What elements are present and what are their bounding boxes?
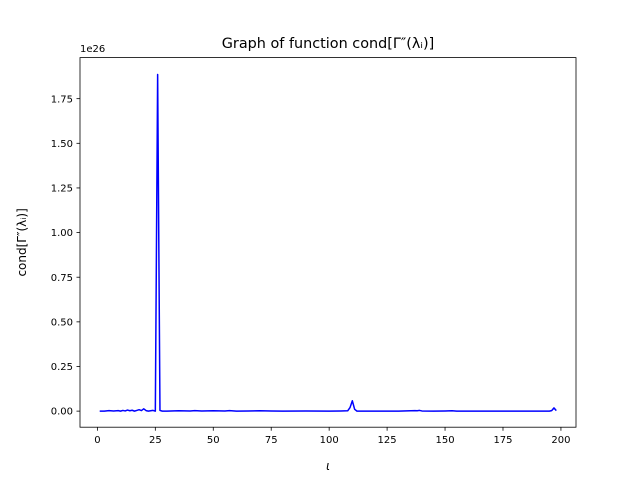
y-tick-label: 1.75 xyxy=(51,94,73,105)
series-line-1 xyxy=(99,73,557,412)
y-tick-label: 1.25 xyxy=(51,184,73,195)
x-tick-label: 125 xyxy=(378,435,397,446)
y-tick-label: 0.75 xyxy=(51,273,73,284)
x-tick-label: 200 xyxy=(551,435,570,446)
y-tick-label: 1.00 xyxy=(51,228,73,239)
x-tick-label: 50 xyxy=(207,435,220,446)
plot-area-frame xyxy=(79,57,577,428)
y-axis-offset-label: 1e26 xyxy=(80,44,105,55)
x-tick-label: 100 xyxy=(320,435,339,446)
series-layer xyxy=(99,73,557,412)
y-tick-label: 1.50 xyxy=(51,139,73,150)
x-axis-label: ι xyxy=(326,459,330,473)
y-axis-ticks: 0.00 0.25 0.50 0.75 1.00 1.25 1.50 1.75 xyxy=(51,94,80,418)
y-tick-label: 0.00 xyxy=(51,407,73,418)
x-tick-label: 25 xyxy=(149,435,162,446)
plot-area-background xyxy=(80,57,576,428)
x-axis-ticks: 0 25 50 75 100 125 150 175 200 xyxy=(94,427,570,446)
x-tick-label: 175 xyxy=(493,435,512,446)
y-tick-label: 0.50 xyxy=(51,317,73,328)
y-tick-label: 0.25 xyxy=(51,362,73,373)
chart-title: Graph of function cond[Γ″(λᵢ)] xyxy=(222,36,434,52)
x-tick-label: 0 xyxy=(94,435,100,446)
x-tick-label: 75 xyxy=(265,435,278,446)
x-tick-label: 150 xyxy=(435,435,454,446)
y-axis-label: cond[Γ″(λᵢ)] xyxy=(15,208,29,276)
